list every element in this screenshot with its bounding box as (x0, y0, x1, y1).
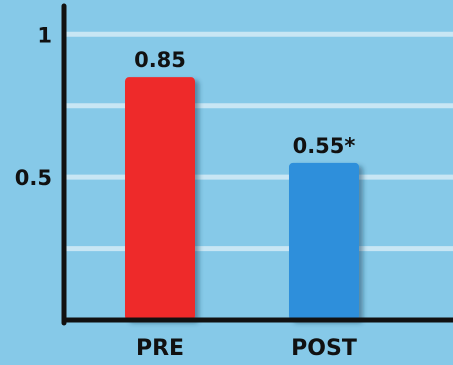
axes (61, 3, 453, 326)
labels: 0.85 PRE 0.55* POST 0.5 1 (15, 23, 357, 361)
value-label-pre: 0.85 (134, 48, 186, 72)
bar-post (289, 162, 359, 320)
bar-pre (125, 77, 195, 321)
category-label-post: POST (291, 336, 357, 361)
y-tick-label: 1 (37, 23, 52, 47)
value-label-post: 0.55* (293, 134, 356, 158)
gridlines (64, 31, 453, 252)
y-tick-label: 0.5 (15, 166, 52, 190)
category-label-pre: PRE (136, 336, 184, 361)
bars (125, 77, 359, 321)
